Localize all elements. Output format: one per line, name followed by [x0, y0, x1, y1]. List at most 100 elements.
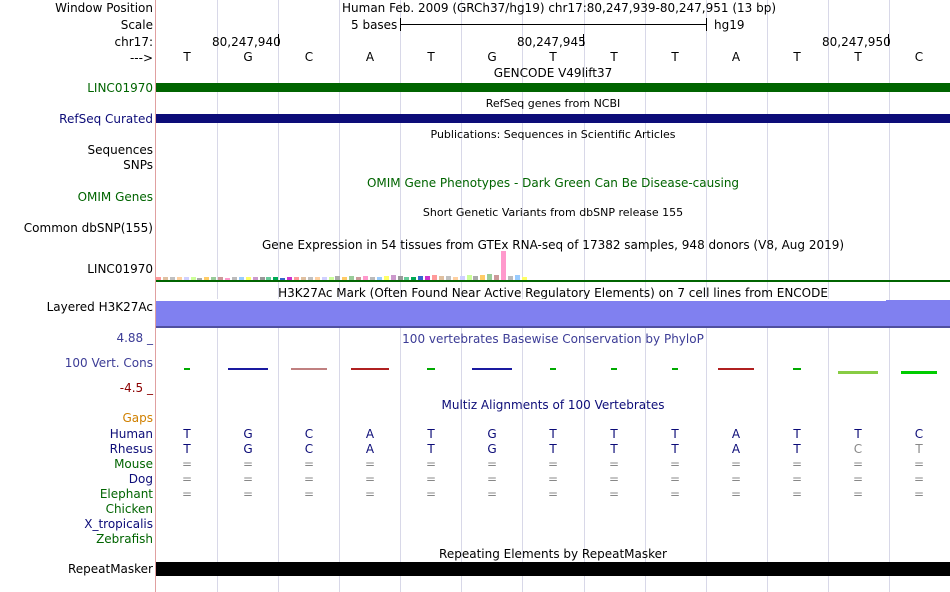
gaps-label[interactable]: Gaps — [122, 411, 153, 425]
gtex-tissue-bar[interactable] — [376, 277, 382, 280]
gtex-tissue-bar[interactable] — [231, 277, 237, 280]
gtex-tissue-bar[interactable] — [294, 277, 299, 280]
gtex-tissue-bar[interactable] — [280, 278, 286, 280]
gtex-tissue-bar[interactable] — [314, 277, 320, 280]
gtex-tissue-bar[interactable] — [445, 276, 451, 280]
h3k27ac-track-label[interactable]: Layered H3K27Ac — [46, 300, 153, 314]
gtex-tissue-bar[interactable] — [342, 277, 348, 280]
repeatmasker-feature-bar[interactable] — [156, 562, 950, 576]
gtex-tissue-bar[interactable] — [425, 276, 431, 280]
position-2: 80,247,945 — [517, 35, 586, 49]
phylop-signal[interactable] — [156, 360, 950, 380]
gtex-tissue-bar[interactable] — [507, 276, 513, 280]
h3k27ac-signal[interactable] — [156, 300, 950, 327]
gtex-tissue-bar[interactable] — [390, 275, 396, 280]
gtex-tissue-bar[interactable] — [404, 277, 410, 280]
gtex-tissue-bar[interactable] — [418, 276, 424, 280]
gtex-tissue-bar[interactable] — [300, 277, 306, 280]
gtex-tissue-bar[interactable] — [328, 277, 334, 280]
base-grid-line — [400, 0, 401, 592]
phylop-score-mark — [838, 371, 879, 374]
phylop-score-mark — [471, 368, 512, 370]
gtex-tissue-bar[interactable] — [473, 276, 479, 280]
gtex-tissue-bar[interactable] — [238, 277, 244, 280]
gtex-tissue-bar[interactable] — [183, 277, 189, 280]
window-position-value[interactable]: Human Feb. 2009 (GRCh37/hg19) chr17:80,2… — [342, 1, 777, 15]
gtex-tissue-bar[interactable] — [156, 277, 161, 280]
species-base: = — [608, 487, 620, 501]
species-label[interactable]: Chicken — [105, 502, 153, 516]
scale-bar-left-cap — [400, 18, 401, 31]
gtex-tissue-bar[interactable] — [204, 277, 210, 280]
gtex-tissue-bar[interactable] — [218, 277, 224, 280]
gtex-tissue-bar[interactable] — [494, 275, 500, 280]
dbsnp-track-label[interactable]: Common dbSNP(155) — [23, 221, 153, 235]
gtex-tissue-bar[interactable] — [349, 276, 355, 280]
gtex-tissue-bar[interactable] — [466, 275, 472, 280]
gtex-tissue-bar[interactable] — [501, 251, 506, 280]
publications-snps-label[interactable]: SNPs — [123, 158, 153, 172]
gtex-tissue-bar[interactable] — [259, 277, 265, 280]
gtex-track-label[interactable]: LINC01970 — [87, 262, 153, 276]
gencode-track-label[interactable]: LINC01970 — [87, 81, 153, 95]
gtex-tissue-bar[interactable] — [190, 277, 196, 280]
omim-track-label[interactable]: OMIM Genes — [77, 190, 153, 204]
gtex-tissue-bar[interactable] — [162, 277, 168, 280]
scale-bar — [400, 24, 706, 25]
species-label[interactable]: Human — [109, 427, 153, 441]
gtex-tissue-bar[interactable] — [397, 276, 403, 280]
gtex-tissue-bar[interactable] — [452, 277, 458, 280]
repeatmasker-track-label[interactable]: RepeatMasker — [67, 562, 153, 576]
position-tick-3 — [888, 34, 889, 46]
base-grid-line — [828, 0, 829, 592]
gtex-tissue-bar[interactable] — [273, 277, 279, 280]
gtex-tissue-bar[interactable] — [307, 277, 313, 280]
gtex-tissue-bar[interactable] — [383, 276, 389, 280]
gtex-tissue-bar[interactable] — [432, 275, 437, 280]
gtex-tissue-bar[interactable] — [245, 277, 251, 280]
species-label[interactable]: Rhesus — [109, 442, 153, 456]
phylop-score-mark — [290, 368, 327, 370]
gencode-feature-bar[interactable] — [156, 83, 950, 92]
species-label[interactable]: Mouse — [114, 457, 153, 471]
gtex-tissue-bar[interactable] — [266, 277, 272, 280]
phylop-track-label[interactable]: 100 Vert. Cons — [64, 356, 153, 370]
gtex-tissue-bar[interactable] — [335, 276, 341, 280]
gtex-tissue-bar[interactable] — [480, 275, 486, 280]
species-base: = — [791, 487, 803, 501]
gtex-tissue-bar[interactable] — [411, 277, 417, 280]
base-grid-line — [339, 0, 340, 592]
species-base: T — [671, 442, 679, 456]
gtex-tissue-bar[interactable] — [197, 278, 203, 280]
gtex-tissue-bar[interactable] — [252, 277, 258, 280]
gtex-tissue-bar[interactable] — [211, 277, 217, 280]
publications-sequences-label[interactable]: Sequences — [87, 143, 153, 157]
gtex-tissue-bar[interactable] — [521, 277, 527, 280]
gtex-tissue-bar[interactable] — [363, 276, 368, 280]
gtex-tissue-bar[interactable] — [514, 275, 520, 280]
species-base: = — [669, 457, 681, 471]
gtex-tissue-bar[interactable] — [176, 277, 182, 280]
gtex-expression-bars[interactable] — [156, 250, 950, 281]
species-base: = — [364, 487, 376, 501]
gtex-tissue-bar[interactable] — [287, 277, 293, 280]
species-label[interactable]: Dog — [128, 472, 153, 486]
gtex-tissue-bar[interactable] — [225, 278, 230, 280]
species-base: = — [303, 457, 315, 471]
species-label[interactable]: Zebrafish — [96, 532, 153, 546]
species-base: = — [486, 472, 498, 486]
phylop-score-mark — [550, 368, 556, 370]
gtex-tissue-bar[interactable] — [487, 274, 493, 280]
species-label[interactable]: X_tropicalis — [84, 517, 153, 531]
strand-label: ---> — [129, 51, 153, 65]
species-label[interactable]: Elephant — [99, 487, 153, 501]
gtex-tissue-bar[interactable] — [321, 277, 327, 280]
refseq-feature-bar[interactable] — [156, 114, 950, 123]
window-position-label: Window Position — [55, 1, 153, 15]
gtex-tissue-bar[interactable] — [356, 277, 362, 280]
gtex-tissue-bar[interactable] — [438, 276, 444, 280]
refseq-track-label[interactable]: RefSeq Curated — [59, 112, 153, 126]
gtex-tissue-bar[interactable] — [369, 277, 375, 280]
gtex-tissue-bar[interactable] — [459, 276, 465, 280]
gtex-tissue-bar[interactable] — [169, 277, 175, 280]
